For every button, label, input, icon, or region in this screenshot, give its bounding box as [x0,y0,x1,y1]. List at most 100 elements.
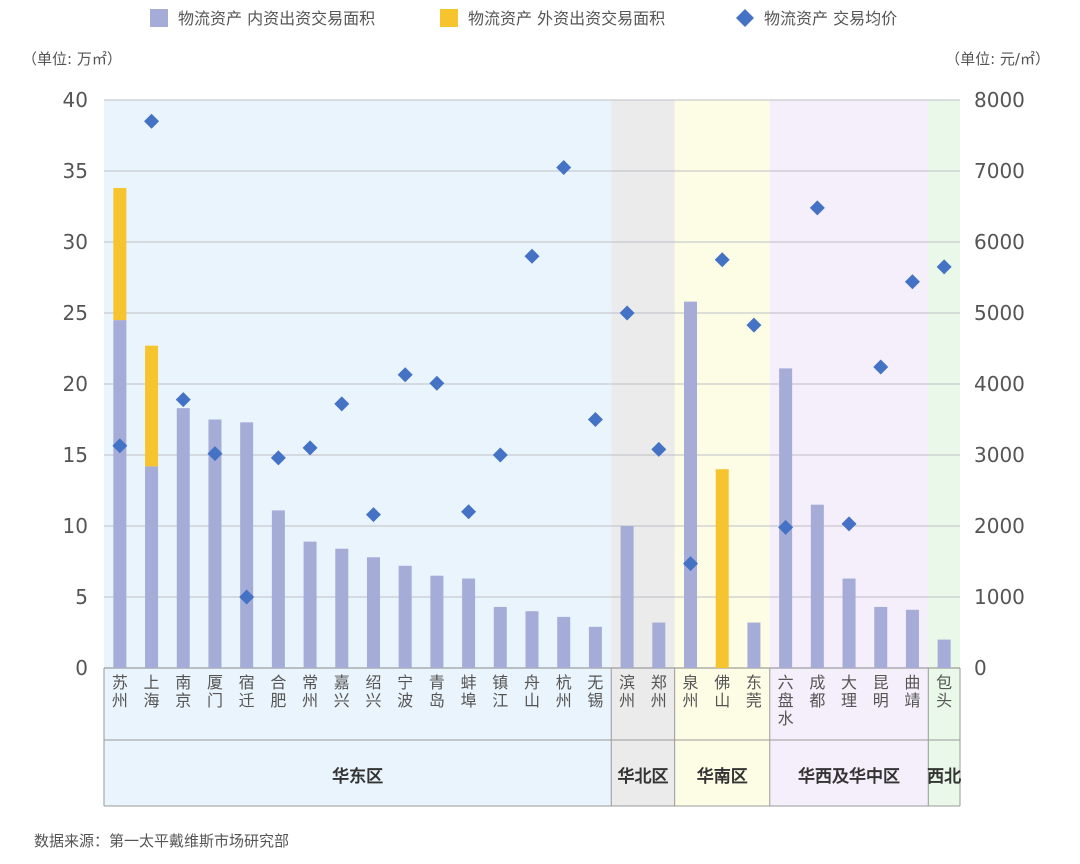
category-label: 南京 [175,673,191,710]
bar-domestic-6 [303,541,317,668]
category-label: 合肥 [270,673,286,710]
price-point-21 [778,519,794,535]
price-point-17 [651,441,667,457]
y-axis-unit-label: （单位: 万㎡） [22,50,122,68]
region-label: 华南区 [697,766,748,787]
bar-domestic-10 [430,575,444,668]
bar-domestic-18 [684,301,698,668]
category-label: 上海 [144,673,160,710]
price-point-10 [429,375,445,391]
region-label: 华西及华中区 [798,766,900,787]
price-point-5 [270,450,286,466]
price-point-9 [397,367,413,383]
price-point-1 [144,113,160,129]
price-point-8 [365,507,381,523]
bar-domestic-1 [145,466,159,668]
bar-domestic-14 [557,616,571,668]
price-points [112,113,952,605]
region-label: 华北区 [617,766,668,787]
price-point-11 [461,504,477,520]
legend-swatch-1 [440,9,458,27]
bar-domestic-15 [588,626,602,668]
legend-label: 物流资产 内资出资交易面积 [178,9,375,28]
price-point-14 [556,159,572,175]
category-label: 无锡 [587,673,603,710]
bar-foreign-1 [145,345,159,467]
bar-domestic-2 [176,408,190,668]
bar-domestic-11 [462,578,476,668]
bar-domestic-3 [208,419,222,668]
y2-tick-label: 0 [974,656,987,680]
y2-tick-label: 4000 [974,372,1025,396]
price-point-23 [841,516,857,532]
bar-domestic-12 [493,606,507,668]
category-label: 杭州 [556,673,572,710]
y2-tick-label: 1000 [974,585,1025,609]
region-bg-4 [928,100,960,806]
y2-tick-label: 8000 [974,88,1025,112]
category-label: 常州 [302,673,318,710]
bar-domestic-23 [842,578,856,668]
category-label: 包头 [936,673,952,710]
price-point-26 [936,259,952,275]
region-labels: 华东区 华北区 华南区 华西及华中区 西北 [332,766,961,787]
price-point-16 [619,305,635,321]
price-point-24 [873,359,889,375]
bar-domestic-20 [747,622,761,668]
y-tick-label: 30 [63,230,88,254]
category-label: 六盘水 [778,673,794,728]
category-label: 东莞 [746,673,762,710]
bar-domestic-21 [779,368,793,668]
bar-domestic-16 [620,526,634,668]
bar-domestic-26 [937,639,951,668]
category-label: 宿迁 [239,673,255,710]
region-backgrounds [104,100,960,806]
category-label: 苏州 [112,673,128,710]
category-label: 镇江 [492,673,508,710]
y2-tick-label: 6000 [974,230,1025,254]
category-label: 宁波 [397,673,413,710]
category-label: 佛山 [714,673,730,710]
category-label: 厦门 [207,673,223,710]
category-label: 蚌埠 [461,673,477,710]
category-label: 舟山 [524,673,540,710]
category-label: 绍兴 [365,673,381,710]
price-point-22 [809,200,825,216]
price-point-18 [683,556,699,572]
y2-tick-label: 2000 [974,514,1025,538]
y2-tick-label: 5000 [974,301,1025,325]
y-tick-label: 15 [63,443,88,467]
bar-domestic-9 [398,565,412,668]
bar-domestic-7 [335,548,349,668]
bars [113,188,951,668]
y-tick-label: 40 [63,88,88,112]
y2-axis-unit-label: （单位: 元/㎡） [945,50,1050,68]
price-point-6 [302,440,318,456]
legend-swatch-0 [150,9,168,27]
y2-tick-label: 3000 [974,443,1025,467]
category-label: 滨州 [619,673,635,710]
y2-tick-label: 7000 [974,159,1025,183]
bar-domestic-0 [113,320,127,668]
bar-domestic-5 [271,510,285,668]
region-bg-1 [611,100,675,806]
price-point-2 [175,392,191,408]
legend-swatch-2 [736,9,754,27]
category-label: 泉州 [683,673,699,710]
price-point-7 [334,396,350,412]
price-point-0 [112,438,128,454]
category-label: 成都 [809,673,825,710]
category-label: 郑州 [651,673,667,710]
bar-foreign-0 [113,188,127,321]
category-label: 大理 [841,673,857,710]
bar-domestic-8 [366,557,380,668]
bar-domestic-25 [905,609,919,668]
region-label: 华东区 [332,766,383,787]
price-point-4 [239,589,255,605]
price-point-15 [587,412,603,427]
bar-domestic-22 [810,504,824,668]
y-tick-label: 10 [63,514,88,538]
category-label: 曲靖 [904,673,920,710]
price-point-20 [746,317,762,333]
